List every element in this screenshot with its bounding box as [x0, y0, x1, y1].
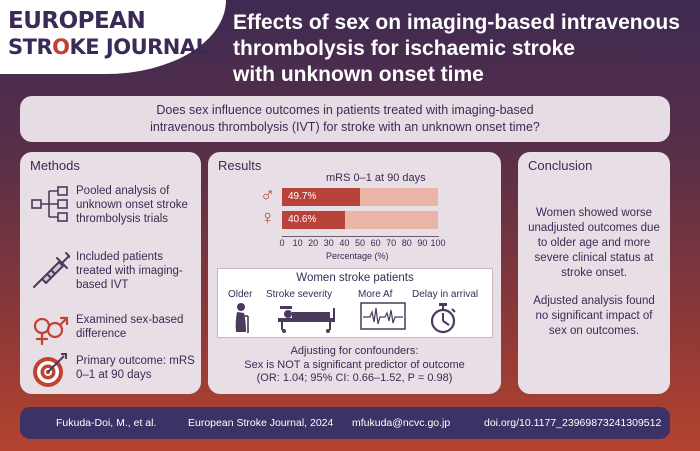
logo-line2: STROKE JOURNAL: [8, 35, 209, 59]
footer-bar: Fukuda-Doi, M., et al. European Stroke J…: [20, 407, 670, 439]
method-text: Pooled analysis of unknown onset stroke …: [76, 185, 188, 225]
results-panel: Results mRS 0–1 at 90 days ♂ 49.7% ♀ 40.…: [208, 152, 501, 394]
stopwatch-icon: [430, 303, 456, 334]
x-axis: [282, 236, 439, 237]
title-line1: Effects of sex on imaging-based intraven…: [233, 11, 680, 34]
adjust-line3: (OR: 1.04; 95% CI: 0.66–1.52, P = 0.98): [256, 372, 453, 384]
question-line1: Does sex influence outcomes in patients …: [156, 103, 534, 117]
bar-label-female: 40.6%: [288, 214, 317, 225]
x-tick-label: 50: [354, 238, 366, 248]
methods-title: Methods: [30, 158, 80, 173]
chart-title: mRS 0–1 at 90 days: [326, 172, 426, 184]
women-box-title: Women stroke patients: [296, 272, 414, 284]
method-item: Included patients treated with imaging-b…: [30, 250, 195, 292]
method-text: Primary outcome: mRS 0–1 at 90 days: [76, 355, 195, 381]
method-item: Examined sex-based difference: [30, 310, 195, 350]
adjust-line2: Sex is NOT a significant predictor of ou…: [244, 358, 465, 371]
footer-doi[interactable]: doi.org/10.1177_23969873241309512: [484, 417, 662, 429]
method-item: Primary outcome: mRS 0–1 at 90 days: [30, 350, 195, 390]
logo-text-o: O: [52, 35, 70, 59]
syringe-icon: [33, 252, 70, 288]
x-tick-label: 30: [323, 238, 334, 248]
women-item-label: More Af: [358, 289, 393, 300]
elderly-woman-icon: [235, 303, 249, 333]
conclusion-title: Conclusion: [528, 158, 593, 173]
target-icon: [33, 353, 67, 387]
conclusion-para1: Women showed worse unadjusted outcomes d…: [528, 207, 660, 279]
hospital-bed-icon: [278, 306, 335, 333]
methods-panel: Methods Pooled analysis of unknown onset…: [20, 152, 201, 394]
bar-male: [282, 188, 360, 206]
ecg-monitor-icon: [360, 302, 406, 330]
x-tick-label: 70: [386, 238, 397, 248]
journal-logo: EUROPEAN STROKE JOURNAL: [0, 0, 226, 74]
footer-email[interactable]: mfukuda@ncvc.go.jp: [352, 417, 451, 429]
x-axis-title: Percentage (%): [326, 251, 389, 261]
x-tick-label: 0: [279, 238, 285, 248]
results-title: Results: [218, 158, 262, 173]
sex-symbols-icon: [33, 316, 69, 346]
question-box: Does sex influence outcomes in patients …: [20, 96, 670, 142]
adjustment-summary: Adjusting for confounders: Sex is NOT a …: [208, 345, 501, 386]
method-text: Included patients treated with imaging-b…: [76, 251, 183, 291]
bar-track-female: 40.6%: [282, 211, 438, 229]
bar-label-male: 49.7%: [288, 191, 317, 202]
page-title: Effects of sex on imaging-based intraven…: [233, 10, 693, 88]
logo-line1: EUROPEAN: [8, 8, 146, 34]
x-tick-label: 20: [308, 238, 319, 248]
bar-track-male: 49.7%: [282, 188, 438, 206]
x-tick-label: 10: [292, 238, 303, 248]
x-tick-label: 100: [430, 238, 446, 248]
female-symbol: ♀: [260, 207, 275, 229]
bar-female: [282, 211, 346, 229]
logo-text-b: KE JOURNAL: [69, 35, 209, 59]
male-symbol: ♂: [260, 184, 275, 206]
x-tick-label: 80: [401, 238, 412, 248]
question-line2: intravenous thrombolysis (IVT) for strok…: [150, 120, 540, 134]
footer-authors: Fukuda-Doi, M., et al.: [56, 417, 157, 429]
adjust-line1: Adjusting for confounders:: [290, 345, 419, 357]
method-item: Pooled analysis of unknown onset stroke …: [30, 184, 195, 226]
women-item-label: Stroke severity: [266, 289, 333, 300]
logo-text-a: STR: [8, 35, 53, 59]
conclusion-para2: Adjusted analysis found no significant i…: [533, 295, 655, 337]
conclusion-panel: Conclusion Women showed worse unadjusted…: [518, 152, 670, 394]
method-text: Examined sex-based difference: [76, 314, 184, 340]
x-tick-label: 90: [417, 238, 428, 248]
women-patients-box: Women stroke patients Older Stroke sever…: [217, 268, 493, 338]
title-line2: thrombolysis for ischaemic stroke: [233, 37, 575, 60]
footer-journal: European Stroke Journal, 2024: [188, 417, 334, 429]
title-line3: with unknown onset time: [233, 63, 484, 86]
women-item-label: Older: [228, 289, 253, 300]
x-tick-label: 60: [370, 238, 381, 248]
x-tick-label: 40: [339, 238, 350, 248]
network-icon: [31, 186, 68, 222]
women-item-label: Delay in arrival: [412, 289, 479, 300]
